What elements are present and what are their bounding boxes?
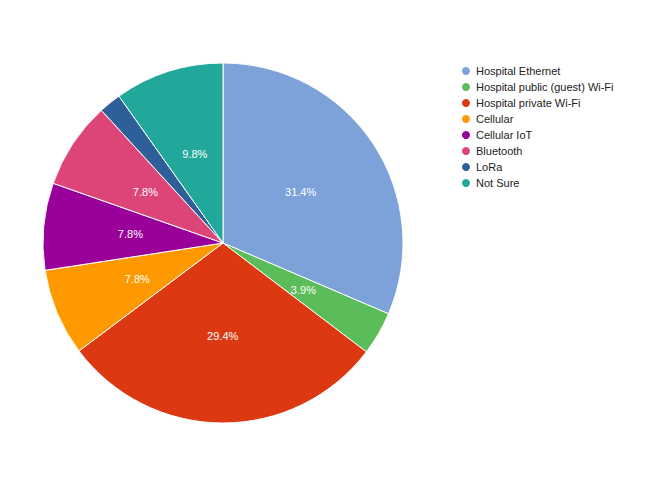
svg-text:29.4%: 29.4% xyxy=(207,330,238,342)
svg-text:3.9%: 3.9% xyxy=(291,284,316,296)
svg-text:9.8%: 9.8% xyxy=(182,148,207,160)
svg-text:7.8%: 7.8% xyxy=(133,186,158,198)
svg-text:Hospital public (guest) Wi-Fi: Hospital public (guest) Wi-Fi xyxy=(476,81,614,93)
svg-text:Not Sure: Not Sure xyxy=(476,177,519,189)
svg-text:Hospital private Wi-Fi: Hospital private Wi-Fi xyxy=(476,97,581,109)
svg-text:7.8%: 7.8% xyxy=(125,273,150,285)
svg-text:Cellular: Cellular xyxy=(476,113,514,125)
svg-text:31.4%: 31.4% xyxy=(285,186,316,198)
svg-text:Hospital Ethernet: Hospital Ethernet xyxy=(476,65,560,77)
svg-text:LoRa: LoRa xyxy=(476,161,503,173)
svg-text:Bluetooth: Bluetooth xyxy=(476,145,522,157)
svg-text:7.8%: 7.8% xyxy=(118,228,143,240)
svg-text:Cellular IoT: Cellular IoT xyxy=(476,129,533,141)
